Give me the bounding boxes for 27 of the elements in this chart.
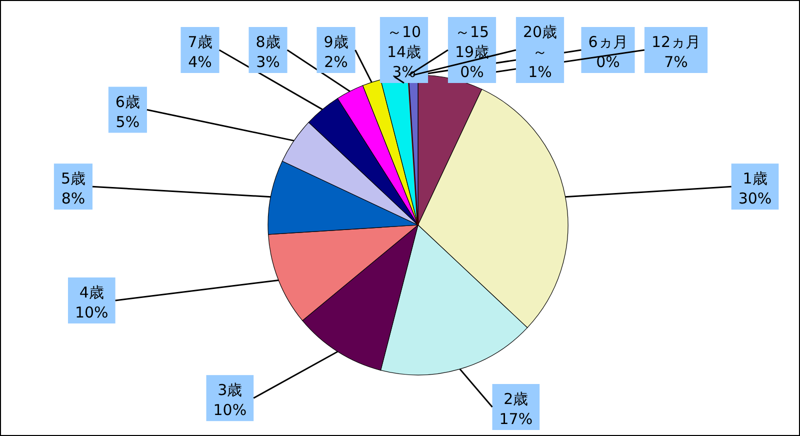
slice-label: 6歳 [115,92,140,111]
data-label: 7% [664,53,688,71]
slice-label: 5歳 [60,170,86,188]
slice-label: 4歳 [79,283,104,302]
slice-label: 7歳 [188,33,212,51]
data-label: 1% [528,63,552,81]
data-label: 10% [213,401,247,420]
data-label: 4% [188,53,212,71]
slice-label: 8歳 [256,33,280,51]
slice-label: ～1014歳 [386,23,422,61]
slice-label: 20歳～ [522,23,558,61]
data-label: 30% [738,190,772,208]
slice-label: 12ヵ月 [651,33,701,51]
text: 0% [596,53,620,71]
data-label: 5% [116,112,140,131]
data-label: 3% [256,53,280,71]
data-label: 10% [74,303,108,322]
category-label: 6ヵ月 [588,33,628,51]
data-label: 2% [324,53,348,71]
category-label: ～1519歳 [454,23,490,61]
text: 0% [460,63,484,81]
slice-label: 3歳 [218,381,242,400]
data-label: 17% [499,410,533,428]
slice-label: 2歳 [504,390,528,408]
data-label: 8% [61,190,86,208]
slice-label: 9歳 [324,33,348,51]
slice-label: 1歳 [742,170,768,188]
